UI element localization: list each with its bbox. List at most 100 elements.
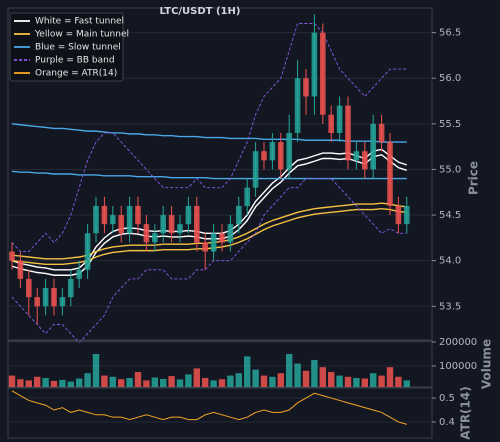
y-tick-label: 0.4	[439, 417, 455, 428]
candle-body	[101, 205, 108, 225]
volume-bar	[42, 377, 49, 387]
candle-body	[110, 215, 116, 225]
volume-bar	[260, 375, 268, 387]
volume-bar	[294, 363, 301, 387]
y-axis-label: ATR(14)	[459, 386, 473, 439]
volume-bar	[92, 353, 100, 387]
candle-body	[84, 233, 91, 270]
volume-bar	[269, 376, 276, 387]
volume-bar	[50, 380, 58, 387]
volume-bar	[118, 379, 125, 387]
candle-body	[118, 215, 124, 234]
y-tick-label: 0.5	[439, 393, 455, 404]
y-tick-label: 55.0	[439, 164, 461, 175]
candle-body	[59, 297, 66, 307]
volume-bar	[17, 379, 24, 387]
volume-bar	[386, 367, 394, 387]
candle-body	[353, 151, 360, 161]
candle-body	[378, 123, 385, 143]
volume-bar	[176, 379, 184, 387]
candle-body	[168, 215, 175, 234]
candle-body	[294, 78, 301, 133]
y-tick-label: 53.5	[439, 301, 461, 312]
volume-bar	[210, 380, 217, 387]
volume-bar	[101, 375, 108, 387]
volume-bar	[361, 378, 368, 387]
volume-bar	[126, 377, 133, 387]
candle-body	[135, 205, 141, 225]
candle-body	[362, 151, 368, 170]
candle-body	[261, 151, 267, 161]
legend-label: Orange = ATR(14)	[35, 69, 117, 79]
indicator-line	[11, 170, 407, 180]
volume-bar	[403, 380, 410, 387]
candle-body	[345, 105, 351, 161]
candle-body	[244, 187, 250, 206]
indicator-line	[11, 148, 408, 271]
candle-body	[286, 132, 292, 170]
volume-bar	[134, 371, 142, 387]
volume-bar	[344, 376, 352, 387]
volume-bar	[319, 367, 326, 387]
legend-label: White = Fast tunnel	[35, 17, 124, 27]
candle-body	[311, 32, 318, 97]
candle-body	[17, 260, 24, 279]
indicator-line	[11, 207, 407, 265]
volume-bar	[143, 380, 150, 387]
candle-body	[126, 205, 133, 234]
volume-bar	[302, 370, 310, 387]
candle-body	[404, 205, 410, 225]
candle-body	[51, 288, 57, 307]
y-tick-label: 56.0	[439, 73, 461, 84]
volume-bar	[395, 376, 402, 387]
candle-body	[227, 224, 234, 243]
y-tick-label: 54.5	[439, 210, 461, 221]
volume-bar	[202, 377, 209, 387]
volume-bar	[193, 368, 200, 387]
y-tick-label: 56.5	[439, 28, 461, 39]
candle-body	[160, 215, 166, 234]
volume-bar	[370, 373, 377, 387]
y-axis-label: Price	[467, 161, 481, 195]
volume-bar	[59, 379, 66, 387]
volume-bar	[227, 375, 234, 387]
volume-bar	[160, 378, 167, 387]
volume-bar	[25, 380, 32, 387]
volume-bar	[8, 375, 16, 387]
candle-body	[387, 142, 393, 206]
volume-bar	[311, 359, 318, 387]
volume-bar	[109, 376, 116, 387]
candle-body	[177, 224, 183, 234]
chart-title: LTC/USDT (1H)	[160, 6, 241, 17]
candle-body	[236, 205, 242, 225]
candle-body	[269, 142, 276, 161]
legend-box	[9, 12, 124, 82]
volume-bar	[378, 375, 385, 387]
candle-body	[26, 278, 32, 298]
candle-body	[395, 205, 402, 225]
candle-body	[320, 32, 326, 115]
legend: White = Fast tunnel Yellow = Main tunnel B…	[9, 12, 129, 82]
y-tick-label: 54.0	[439, 256, 461, 267]
volume-bar	[336, 375, 343, 387]
volume-bar	[151, 377, 158, 387]
candle-body	[210, 233, 217, 252]
indicator-line	[11, 23, 407, 252]
candle-body	[34, 297, 40, 307]
indicator-line	[11, 202, 407, 260]
candle-body	[93, 205, 99, 234]
volume-bar	[84, 373, 91, 387]
atr-panel	[7, 387, 433, 439]
legend-label: Purple = BB band	[35, 56, 115, 66]
volume-bar	[328, 371, 335, 387]
volume-bar	[235, 373, 242, 387]
candle-body	[194, 205, 200, 243]
candle-body	[328, 114, 334, 133]
candle-body	[9, 251, 15, 261]
candle-body	[202, 242, 208, 252]
volume-bar	[286, 353, 293, 387]
volume-bar	[218, 379, 226, 387]
volume-bar	[277, 373, 284, 387]
